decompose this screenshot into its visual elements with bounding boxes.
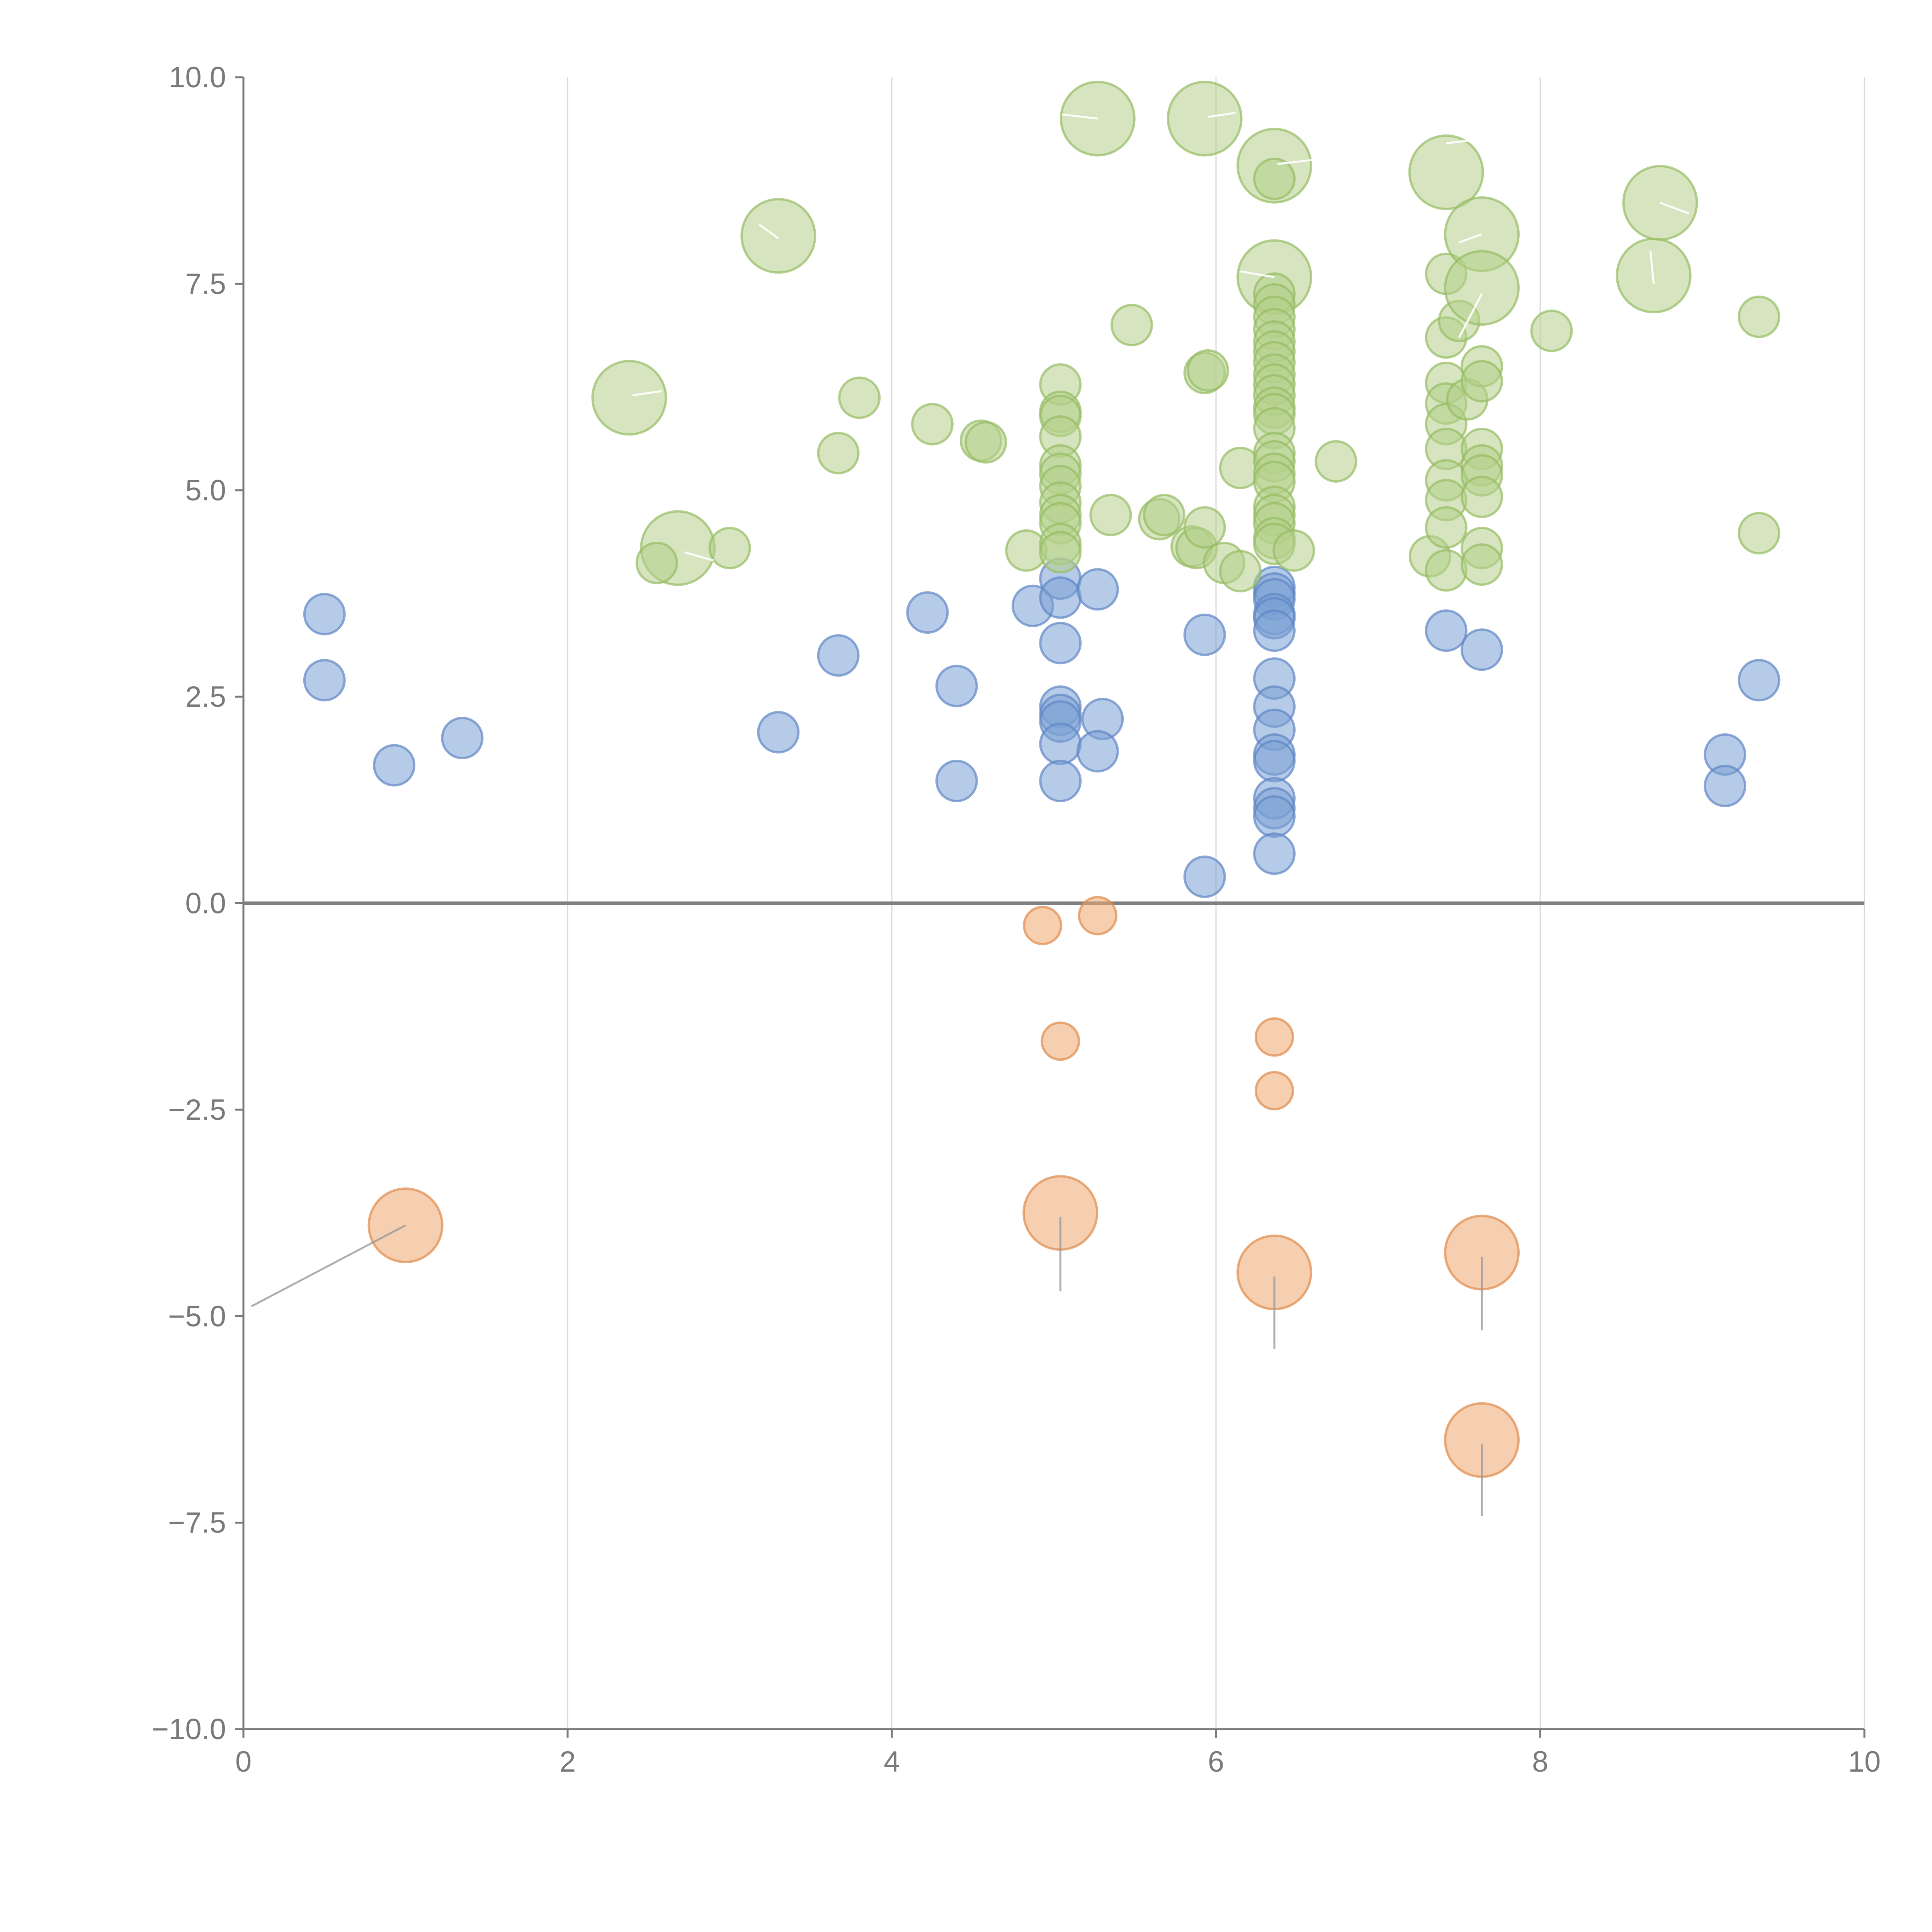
data-point-orange [1041,1021,1080,1061]
data-point-blue [1039,722,1082,765]
data-point-blue [935,665,978,707]
data-point-blue [935,760,978,803]
annotation-leader-line [684,551,714,561]
data-point-green [1408,134,1484,210]
data-point-green [1253,157,1296,200]
data-point-blue [1738,659,1781,702]
data-point-green [1110,304,1153,347]
data-point-blue [1039,576,1082,619]
x-tick-label: 6 [1208,1745,1224,1778]
annotation-leader-line [251,1224,406,1307]
y-tick-label: −10.0 [152,1713,226,1746]
data-point-green [1183,506,1226,549]
data-point-orange [1255,1017,1294,1057]
data-point-blue [1076,730,1119,773]
data-point-blue [303,659,346,702]
annotation-leader-line [1240,270,1275,278]
data-point-green [1444,250,1520,326]
y-tick-label: −5.0 [168,1300,226,1333]
data-point-blue [1253,795,1296,838]
data-point-green [1219,550,1262,593]
x-tick-label: 8 [1532,1745,1548,1778]
data-point-green [1272,529,1315,572]
data-point-green [1460,360,1503,403]
data-point-blue [1076,568,1119,611]
annotation-leader-line [632,390,662,396]
data-point-green [1460,543,1503,586]
y-tick-label: 2.5 [185,680,226,713]
annotation-leader-line [1649,250,1655,284]
data-point-blue [373,744,416,787]
data-point-green [1315,440,1357,483]
y-tick-label: 10.0 [169,61,226,94]
data-point-blue [441,717,484,759]
annotation-leader-line [1277,159,1313,165]
annotation-leader-line [1458,293,1483,338]
annotation-leader-line [1208,112,1236,118]
data-point-blue [303,593,346,636]
data-point-green [817,432,860,474]
data-point-green [1425,506,1468,549]
data-point-green [708,527,751,570]
data-point-green [838,376,881,419]
data-point-blue [1183,855,1226,898]
data-point-blue [1183,613,1226,656]
data-point-orange [1078,896,1117,935]
data-point-blue [1460,628,1503,671]
y-tick-label: −2.5 [168,1094,226,1126]
data-point-orange [1023,906,1063,946]
annotation-leader-line [1459,233,1482,243]
data-point-green [1039,531,1082,574]
x-tick-label: 4 [884,1745,900,1778]
data-point-green [1089,493,1132,536]
y-tick-label: 7.5 [185,267,226,300]
annotation-layer [251,112,1690,1516]
annotation-leader-line [758,223,779,239]
data-point-green [1738,512,1781,554]
data-point-green [1187,349,1230,392]
data-point-blue [1253,832,1296,875]
data-point-blue [817,634,860,677]
data-point-green [1530,310,1573,352]
data-point-blue [1425,609,1468,652]
x-tick-label: 0 [235,1745,252,1778]
data-point-blue [1704,764,1747,807]
axis-layer: 0 2 4 6 8 10 10.0 7.5 5.0 2.5 0.0 −2.5 −5.0 −7.5 −10.0 [152,61,1881,1778]
data-point-green [1460,475,1503,518]
data-point-green [1738,295,1781,338]
data-point-green [911,403,954,446]
data-point-green [740,198,816,274]
data-point-orange [1255,1071,1294,1111]
annotation-leader-line [1446,138,1479,145]
data-point-blue [1253,740,1296,782]
point-layer [303,80,1781,1478]
data-point-green [1167,80,1243,156]
data-point-green [1425,549,1468,592]
data-point-green [964,421,1007,464]
data-point-green [1143,493,1185,536]
data-point-green [591,360,667,436]
data-point-blue [757,711,800,754]
annotation-leader-line [1062,113,1098,120]
x-tick-label: 10 [1848,1745,1881,1778]
data-point-green [635,541,678,584]
data-point-blue [1039,760,1082,803]
data-point-blue [1039,622,1082,665]
x-tick-label: 2 [560,1745,576,1778]
y-tick-label: −7.5 [168,1507,226,1539]
data-point-blue [906,591,949,634]
y-tick-label: 0.0 [185,887,226,920]
data-point-blue [1253,609,1296,652]
y-tick-label: 5.0 [185,474,226,507]
annotation-leader-line [1660,202,1690,215]
